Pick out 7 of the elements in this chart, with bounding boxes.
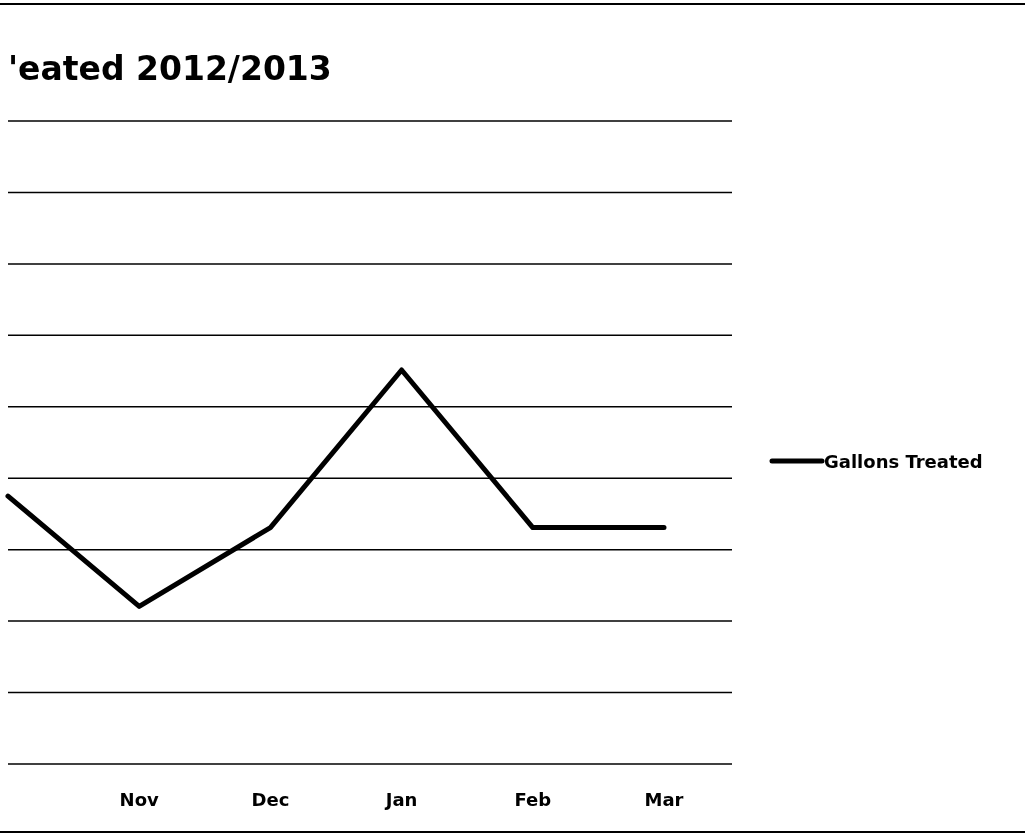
x-tick-label: Dec bbox=[251, 789, 290, 810]
x-tick-label: Mar bbox=[644, 789, 684, 810]
legend-label: Gallons Treated bbox=[824, 451, 983, 472]
chart-title: 'eated 2012/2013 bbox=[8, 49, 332, 88]
x-tick-label: Feb bbox=[514, 789, 552, 810]
x-tick-label: Jan bbox=[383, 789, 418, 810]
x-tick-label: Nov bbox=[119, 789, 160, 810]
